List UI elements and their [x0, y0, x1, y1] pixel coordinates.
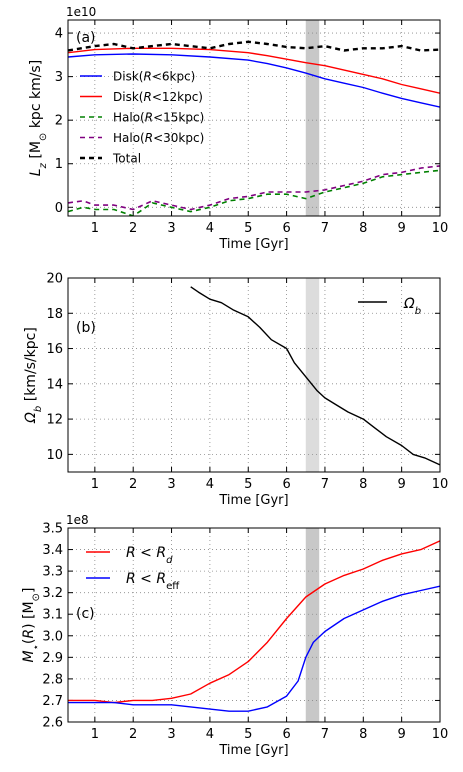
- y-tick-label: 16: [46, 342, 63, 357]
- series-group: [190, 286, 440, 466]
- panel-label: (c): [76, 606, 95, 622]
- x-tick-label: 4: [206, 477, 214, 492]
- shaded-band: [305, 278, 320, 472]
- x-tick-label: 2: [129, 477, 137, 492]
- x-tick-label: 1: [91, 221, 99, 236]
- x-tick-label: 6: [282, 477, 290, 492]
- panel-2: 1 2 3 4 5 6 7 8 9 10 2.6 2.7 2.8 2.9 3.0 3.1 3.2 3.3 3.4 3.…: [42, 513, 448, 758]
- y-tick-label: 10: [46, 448, 63, 463]
- x-tick-label: 10: [432, 727, 449, 742]
- y-tick-label: 18: [46, 307, 63, 322]
- y-axis-label: Lz [M⊙ kpc km/s]: [28, 60, 49, 176]
- x-tick-label: 3: [167, 727, 175, 742]
- x-tick-label: 8: [359, 221, 367, 236]
- y-axis-label: M⋆(R) [M⊙]: [21, 588, 42, 663]
- series-line-0: [68, 53, 440, 108]
- series-line-2: [68, 169, 440, 216]
- series-line-0: [190, 286, 440, 466]
- y-tick-label: 4: [55, 27, 63, 42]
- x-tick-label: 1: [91, 477, 99, 492]
- x-tick-label: 4: [206, 727, 214, 742]
- panel-label: (a): [76, 30, 96, 46]
- x-tick-label: 5: [244, 727, 252, 742]
- x-tick-label: 9: [398, 727, 406, 742]
- y-tick-label: 20: [46, 272, 63, 287]
- y-tick-label: 2.8: [42, 672, 63, 687]
- y-exponent: 1e10: [66, 5, 96, 19]
- plot-frame: [67, 277, 441, 473]
- series-line-1: [68, 47, 440, 94]
- x-tick-label: 10: [432, 221, 449, 236]
- y-tick-label: 1: [55, 157, 63, 172]
- y-tick-label: 2.6: [42, 716, 63, 731]
- x-axis-label: Time [Gyr]: [218, 743, 288, 758]
- plot-frame: [67, 19, 441, 217]
- series-line-3: [68, 165, 440, 211]
- y-axis-label: Ωb [km/s/kpc]: [23, 327, 44, 424]
- shaded-band: [305, 20, 320, 216]
- y-exponent: 1e8: [66, 513, 89, 527]
- y-tick-label: 3.0: [42, 629, 63, 644]
- y-tick-label: 0: [55, 201, 63, 216]
- x-axis-label: Time [Gyr]: [218, 237, 288, 252]
- panel-0: 1 2 3 4 5 6 7 8 9 10 0 1 2 3 4 (a) Time [Gyr] 1e10: [55, 5, 449, 252]
- y-tick-label: 3: [55, 70, 63, 85]
- x-tick-label: 3: [167, 477, 175, 492]
- shaded-band: [305, 528, 320, 722]
- legend-label: Halo(R<30kpc): [113, 131, 204, 145]
- series-line-4: [68, 40, 440, 52]
- x-tick-label: 4: [206, 221, 214, 236]
- x-tick-label: 9: [398, 477, 406, 492]
- legend-label: R < Rd: [126, 545, 173, 566]
- legend-label: Halo(R<15kpc): [113, 111, 204, 125]
- x-tick-label: 8: [359, 477, 367, 492]
- series-group: [68, 540, 440, 712]
- x-tick-label: 7: [321, 477, 329, 492]
- y-tick-label: 3.4: [42, 543, 63, 558]
- y-tick-label: 3.5: [42, 522, 63, 537]
- series-line-1: [68, 585, 440, 712]
- x-tick-label: 3: [167, 221, 175, 236]
- x-tick-label: 7: [321, 727, 329, 742]
- x-tick-label: 5: [244, 221, 252, 236]
- legend-label: Ωb: [403, 296, 421, 317]
- y-tick-label: 2.9: [42, 651, 63, 666]
- y-tick-label: 12: [46, 413, 63, 428]
- y-tick-label: 3.1: [42, 608, 63, 623]
- series-group: [68, 40, 440, 216]
- x-tick-label: 10: [432, 477, 449, 492]
- x-tick-label: 9: [398, 221, 406, 236]
- legend-label: Disk(R<12kpc): [113, 90, 203, 104]
- x-tick-label: 8: [359, 727, 367, 742]
- legend-label: Disk(R<6kpc): [113, 70, 195, 84]
- y-tick-label: 2: [55, 114, 63, 129]
- x-tick-label: 7: [321, 221, 329, 236]
- x-tick-label: 2: [129, 727, 137, 742]
- y-tick-label: 3.2: [42, 586, 63, 601]
- y-tick-label: 2.7: [42, 694, 63, 709]
- legend: Ωb: [358, 296, 421, 317]
- legend-label: R < Reff: [126, 571, 180, 592]
- x-tick-label: 1: [91, 727, 99, 742]
- legend: Disk(R<6kpc) Disk(R<12kpc) Halo(R<15kpc) Ha…: [80, 70, 204, 166]
- x-tick-label: 6: [282, 727, 290, 742]
- y-tick-label: 14: [46, 377, 63, 392]
- x-tick-label: 6: [282, 221, 290, 236]
- x-axis-label: Time [Gyr]: [218, 493, 288, 508]
- y-tick-label: 3.3: [42, 565, 63, 580]
- panel-label: (b): [76, 320, 96, 336]
- x-tick-label: 5: [244, 477, 252, 492]
- x-tick-label: 2: [129, 221, 137, 236]
- legend: R < Rd R < Reff: [86, 545, 180, 592]
- series-line-0: [68, 540, 440, 704]
- legend-label: Total: [112, 152, 141, 166]
- plot-frame: [67, 527, 441, 723]
